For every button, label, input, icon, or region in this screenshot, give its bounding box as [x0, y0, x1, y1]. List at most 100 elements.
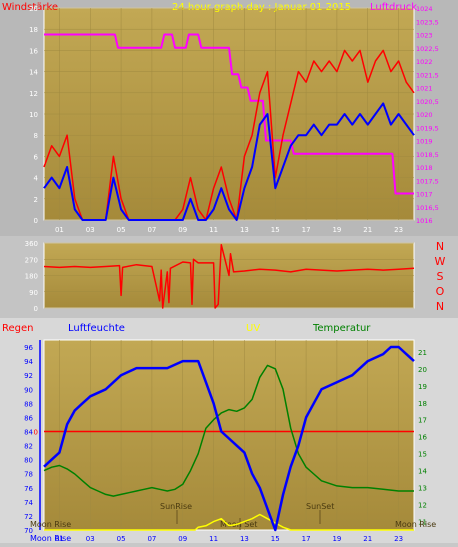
chart-title: 24 hour graph day : Januar 01 2015: [172, 2, 351, 13]
pressure-y-tick: 1019,5: [416, 124, 439, 132]
lower-x-tick: 09: [178, 535, 187, 543]
temperature-y-tick: 12: [418, 502, 427, 510]
humidity-y-tick: 78: [24, 471, 33, 479]
temperature-y-tick: 17: [418, 417, 427, 425]
wind-average-line: [43, 102, 415, 221]
lower-x-tick: 05: [117, 535, 126, 543]
wind-x-tick: 05: [117, 226, 126, 234]
wind-y-tick: 8: [34, 132, 38, 140]
humidity-y-tick: 84: [24, 428, 33, 436]
wind-y-tick: 4: [34, 175, 39, 183]
direction-y-tick: 90: [29, 289, 38, 297]
pressure-line: [44, 33, 414, 195]
wind-direction-line: [43, 244, 415, 309]
temperature-y-tick: 20: [418, 366, 427, 374]
wind-y-tick: 12: [29, 90, 38, 98]
humidity-line: [43, 345, 415, 532]
pressure-y-tick: 1017,5: [416, 177, 439, 185]
humidity-y-tick: 88: [24, 400, 33, 408]
lower-x-tick: 03: [86, 535, 95, 543]
humidity-y-tick: 94: [24, 358, 33, 366]
compass-label: N: [436, 300, 444, 313]
lower-plot-area: [43, 339, 415, 531]
rain-y-tick: 0: [34, 428, 38, 436]
compass-label: O: [436, 285, 445, 298]
pressure-y-tick: 1020,5: [416, 98, 439, 106]
pressure-y-tick: 1022,5: [416, 45, 439, 53]
humidity-y-tick: 72: [24, 513, 33, 521]
temperature-label: Temperatur: [312, 323, 371, 334]
lower-x-tick: 01: [55, 535, 64, 543]
humidity-y-tick: 92: [24, 372, 33, 380]
lower-x-tick: 07: [147, 535, 156, 543]
pressure-y-tick: 1021: [416, 85, 433, 93]
lower-x-tick: 17: [302, 535, 311, 543]
lower-x-tick: 13: [240, 535, 249, 543]
humidity-y-tick: 86: [24, 414, 33, 422]
moonrise-annotation-left: Moon Rise: [30, 520, 71, 529]
direction-y-tick: 180: [25, 273, 38, 281]
temperature-y-tick: 14: [418, 468, 427, 476]
wind-x-tick: 11: [209, 226, 218, 234]
humidity-y-tick: 96: [24, 344, 33, 352]
pressure-y-tick: 1023: [416, 32, 433, 40]
lower-x-tick: 15: [271, 535, 280, 543]
temperature-y-tick: 19: [418, 383, 427, 391]
humidity-y-tick: 82: [24, 443, 33, 451]
wind-x-tick: 15: [271, 226, 280, 234]
moonset-annotation: Moon Set: [220, 520, 257, 529]
pressure-y-tick: 1018,5: [416, 151, 439, 159]
pressure-y-tick: 1016,5: [416, 204, 439, 212]
lower-x-tick: 11: [209, 535, 218, 543]
temperature-y-tick: 13: [418, 485, 427, 493]
pressure-y-tick: 1019: [416, 138, 433, 146]
wind-x-tick: 21: [363, 226, 372, 234]
humidity-y-tick: 70: [24, 527, 33, 535]
wind-y-tick: 0: [34, 217, 38, 225]
wind-y-tick: 14: [29, 69, 38, 77]
pressure-y-tick: 1020: [416, 111, 433, 119]
wind-y-tick: 2: [34, 196, 38, 204]
direction-y-tick: 0: [34, 305, 38, 313]
temperature-y-tick: 21: [418, 349, 427, 357]
wind-x-tick: 19: [332, 226, 341, 234]
pressure-y-tick: 1017: [416, 191, 433, 199]
compass-label: S: [437, 270, 444, 283]
wind-x-tick: 09: [178, 226, 187, 234]
wind-y-tick: 6: [34, 153, 39, 161]
temperature-y-tick: 18: [418, 400, 427, 408]
direction-y-tick: 360: [25, 240, 38, 248]
rain-label: Regen: [2, 323, 34, 334]
lower-x-tick: 19: [332, 535, 341, 543]
lower-x-tick: 21: [363, 535, 372, 543]
wind-x-tick: 07: [147, 226, 156, 234]
wind-y-tick: 16: [29, 47, 38, 55]
wind-x-tick: 13: [240, 226, 249, 234]
sunrise-annotation: SunRise: [160, 502, 192, 511]
pressure-y-tick: 1022: [416, 58, 433, 66]
wind-x-tick: 17: [302, 226, 311, 234]
sunset-annotation: SunSet: [306, 502, 334, 511]
wind-axis-title: Windstärke: [2, 2, 58, 13]
temperature-y-tick: 16: [418, 434, 427, 442]
humidity-y-tick: 80: [24, 457, 33, 465]
humidity-y-tick: 76: [24, 485, 33, 493]
temperature-y-tick: 15: [418, 451, 427, 459]
pressure-y-tick: 1018: [416, 164, 433, 172]
moonrise-annotation-right: Moon Rise: [395, 520, 436, 529]
pressure-y-tick: 1016: [416, 217, 433, 225]
direction-y-tick: 270: [25, 256, 38, 264]
lower-x-tick: 23: [394, 535, 403, 543]
wind-x-tick: 01: [55, 226, 64, 234]
uv-label: UV: [246, 323, 260, 334]
uv-line: [44, 513, 414, 531]
humidity-y-tick: 74: [24, 499, 33, 507]
wind-x-tick: 23: [394, 226, 403, 234]
wind-y-tick: 20: [29, 5, 38, 13]
temperature-line: [43, 364, 414, 497]
moonrise-annotation-bottom: Moon Rise: [30, 534, 71, 543]
compass-label: N: [436, 240, 444, 253]
pressure-y-tick: 1023,5: [416, 18, 439, 26]
